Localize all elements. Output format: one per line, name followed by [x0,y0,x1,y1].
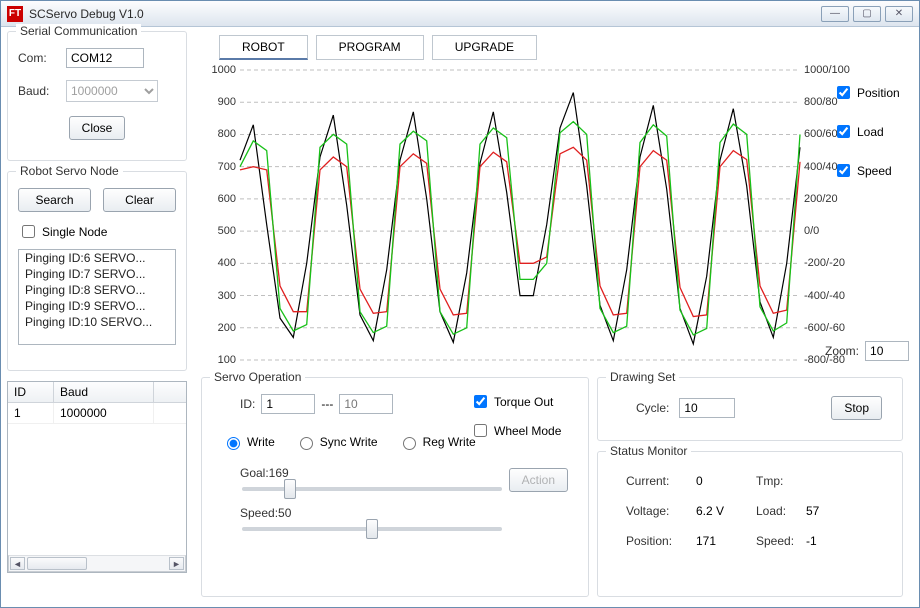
close-icon[interactable]: ✕ [885,6,913,22]
posm-label: Position: [626,534,696,548]
window-title: SCServo Debug V1.0 [29,7,144,21]
single-node-check[interactable] [22,225,35,238]
stop-button[interactable]: Stop [831,396,882,420]
scroll-thumb[interactable] [27,557,87,570]
ping-list[interactable]: Pinging ID:6 SERVO...Pinging ID:7 SERVO.… [18,249,176,345]
signal-chart: 10020030040050060070080090010001000/1008… [201,65,821,365]
baud-label: Baud: [18,84,56,98]
cycle-input[interactable] [679,398,735,418]
app-window: FT SCServo Debug V1.0 — ▢ ✕ Serial Commu… [0,0,920,608]
serial-group: Serial Communication Com: Baud: 1000000 … [7,31,187,161]
posm-value: 171 [696,534,756,548]
id-sep: --- [321,397,333,411]
list-item[interactable]: Pinging ID:9 SERVO... [19,298,175,314]
speed-slider[interactable] [242,527,502,531]
drawing-legend: Drawing Set [606,370,679,384]
goal-slider[interactable] [242,487,502,491]
table-row[interactable]: 11000000 [8,403,186,424]
main-tabs: ROBOT PROGRAM UPGRADE [219,35,545,60]
status-group: Status Monitor Current: 0 Tmp: Voltage: … [597,451,903,597]
action-button[interactable]: Action [509,468,568,492]
id-to-input [339,394,393,414]
clear-button[interactable]: Clear [103,188,176,212]
write-radio[interactable]: Write [222,434,275,450]
servo-op-legend: Servo Operation [210,370,305,384]
servo-node-group: Robot Servo Node Search Clear Single Nod… [7,171,187,371]
wheel-checkbox[interactable]: Wheel Mode [470,421,561,440]
serial-legend: Serial Communication [16,24,141,38]
id-from-input[interactable] [261,394,315,414]
load-checkbox[interactable]: Load [833,122,900,141]
speed-label: Speed:50 [240,506,578,520]
maximize-icon[interactable]: ▢ [853,6,881,22]
tab-program[interactable]: PROGRAM [316,35,424,60]
position-checkbox[interactable]: Position [833,83,900,102]
list-item[interactable]: Pinging ID:10 SERVO... [19,314,175,330]
id-baud-table[interactable]: ID Baud 11000000 ◄ ► [7,381,187,573]
baud-select[interactable]: 1000000 [66,80,158,102]
sync-write-radio[interactable]: Sync Write [295,434,378,450]
scroll-left-icon[interactable]: ◄ [10,557,25,570]
zoom-input[interactable] [865,341,909,361]
search-button[interactable]: Search [18,188,91,212]
com-input[interactable] [66,48,144,68]
app-icon: FT [7,6,23,22]
reg-write-radio[interactable]: Reg Write [398,434,476,450]
torque-checkbox[interactable]: Torque Out [470,392,561,411]
current-value: 0 [696,474,756,488]
servo-op-group: Servo Operation ID: --- Torque Out Wheel… [201,377,589,597]
cycle-label: Cycle: [636,401,669,415]
zoom-label: Zoom: [825,344,859,358]
scroll-right-icon[interactable]: ► [169,557,184,570]
tab-upgrade[interactable]: UPGRADE [432,35,537,60]
speedm-value: -1 [806,534,856,548]
col-id-header[interactable]: ID [8,382,54,402]
loadm-label: Load: [756,504,806,518]
drawing-set-group: Drawing Set Cycle: Stop [597,377,903,441]
id-label: ID: [240,397,255,411]
voltage-label: Voltage: [626,504,696,518]
table-hscroll[interactable]: ◄ ► [8,555,186,572]
minimize-icon[interactable]: — [821,6,849,22]
close-button[interactable]: Close [69,116,126,140]
tab-robot[interactable]: ROBOT [219,35,308,60]
single-node-label: Single Node [42,225,107,239]
list-item[interactable]: Pinging ID:6 SERVO... [19,250,175,266]
tmp-label: Tmp: [756,474,806,488]
col-baud-header[interactable]: Baud [54,382,154,402]
status-legend: Status Monitor [606,444,691,458]
voltage-value: 6.2 V [696,504,756,518]
speed-checkbox[interactable]: Speed [833,161,900,180]
current-label: Current: [626,474,696,488]
list-item[interactable]: Pinging ID:7 SERVO... [19,266,175,282]
loadm-value: 57 [806,504,856,518]
list-item[interactable]: Pinging ID:8 SERVO... [19,282,175,298]
speedm-label: Speed: [756,534,806,548]
com-label: Com: [18,51,56,65]
servo-node-legend: Robot Servo Node [16,164,123,178]
single-node-checkbox[interactable]: Single Node [18,222,176,241]
